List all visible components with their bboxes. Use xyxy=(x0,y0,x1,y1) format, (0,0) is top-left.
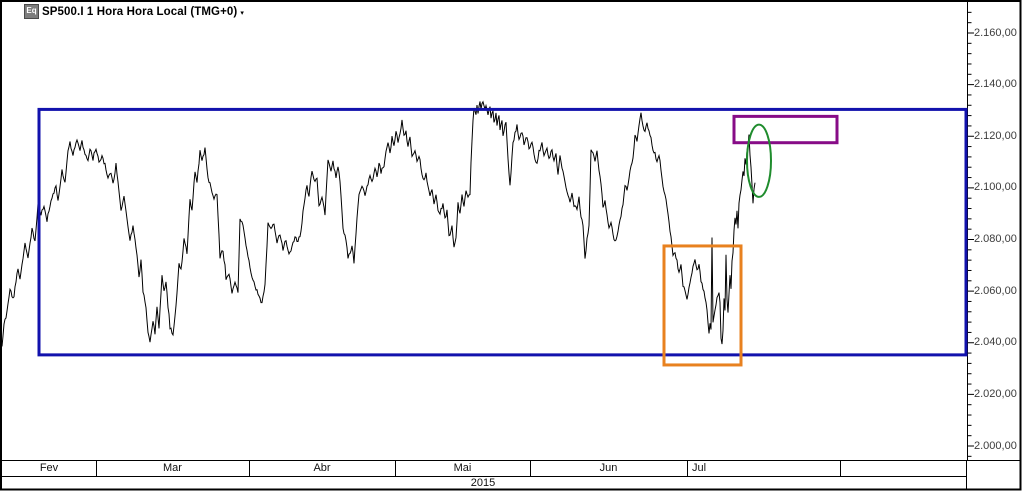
chevron-down-icon[interactable]: ▾ xyxy=(240,9,244,17)
price-axis-label: 2.000,00 xyxy=(974,439,1017,452)
price-axis-label: 2.160,00 xyxy=(974,26,1017,39)
price-axis-label: 2.060,00 xyxy=(974,284,1017,297)
month-label-mai: Mai xyxy=(453,462,472,474)
instrument-titlebar[interactable]: Eq SP500.I 1 Hora Hora Local (TMG+0) ▾ xyxy=(24,4,244,19)
annotation-resistance-target-box[interactable] xyxy=(732,114,839,145)
chart-title: SP500.I 1 Hora Hora Local (TMG+0) xyxy=(42,5,238,18)
equity-instrument-icon: Eq xyxy=(24,4,39,19)
month-label-fev: Fev xyxy=(39,462,59,474)
month-label-jun: Jun xyxy=(599,462,618,474)
price-axis-label: 2.040,00 xyxy=(974,336,1017,349)
month-label-jul: Jul xyxy=(692,462,707,474)
price-axis-label: 2.120,00 xyxy=(974,129,1017,142)
month-label-abr: Abr xyxy=(313,462,331,474)
price-axis-label: 2.020,00 xyxy=(974,387,1017,400)
annotation-breakout-ellipse[interactable] xyxy=(746,123,772,198)
annotation-july-consolidation-box[interactable] xyxy=(662,244,743,367)
price-axis-label: 2.140,00 xyxy=(974,78,1017,91)
price-axis-label: 2.080,00 xyxy=(974,233,1017,245)
annotation-trading-range-box[interactable] xyxy=(37,107,968,357)
time-axis-year-label: 2015 xyxy=(470,477,496,489)
price-line-series xyxy=(1,100,756,347)
month-label-mar: Mar xyxy=(163,462,182,474)
price-axis-label: 2.100,00 xyxy=(974,181,1017,194)
